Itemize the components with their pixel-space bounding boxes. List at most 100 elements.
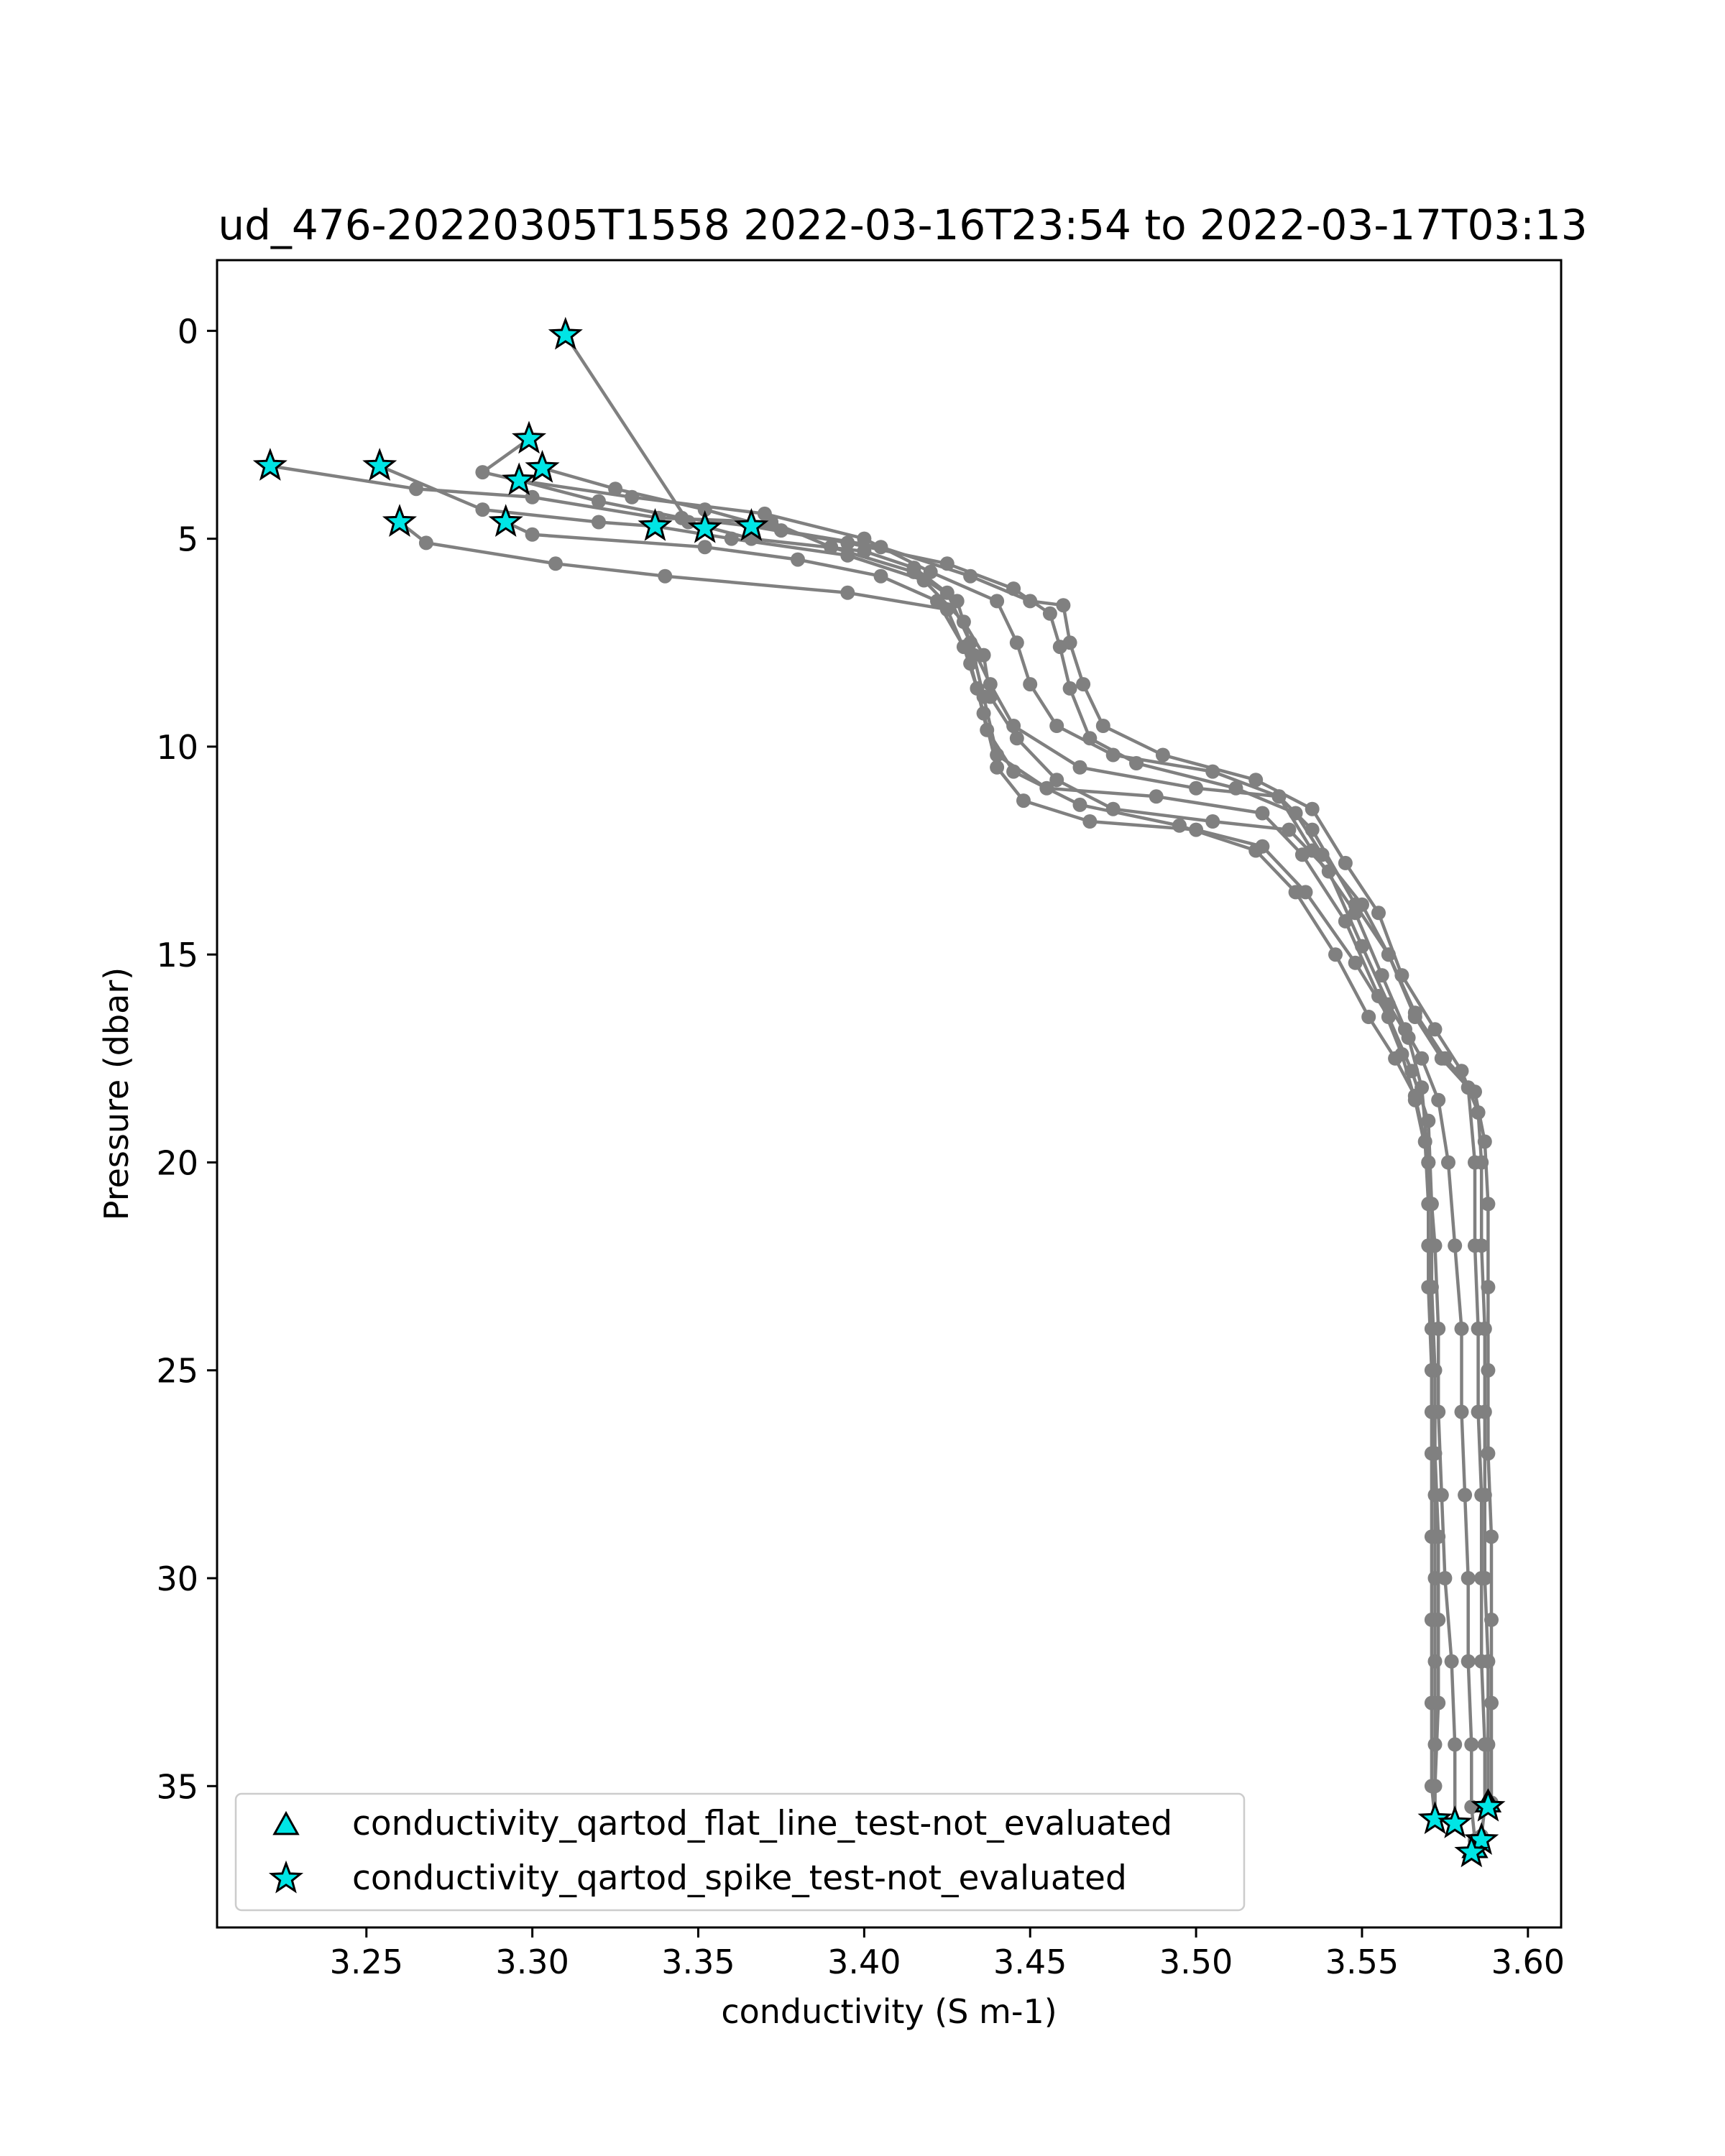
series-point <box>976 648 991 663</box>
series-point <box>525 527 540 542</box>
series-point <box>1421 1113 1436 1128</box>
series-point <box>1441 1155 1455 1170</box>
series-point <box>983 689 998 704</box>
series-point <box>990 760 1005 775</box>
spike-marker <box>525 450 560 483</box>
series-point <box>949 594 965 609</box>
series-point <box>1468 1084 1482 1100</box>
series-point <box>1484 1695 1499 1710</box>
spike-marker <box>734 508 769 541</box>
series-point <box>1444 1654 1459 1669</box>
legend-star-marker <box>268 1860 304 1894</box>
series-point <box>1477 1404 1492 1419</box>
series-point <box>1477 1321 1492 1336</box>
series-point <box>475 502 490 517</box>
series-point <box>1298 885 1313 900</box>
series-point <box>1484 1612 1499 1627</box>
series-point <box>1424 1529 1439 1544</box>
series-point <box>1052 640 1067 655</box>
series-point <box>1448 1737 1463 1752</box>
series-point <box>970 681 985 696</box>
plot-area <box>252 316 1506 1868</box>
legend-triangle-shape <box>272 1810 300 1835</box>
series-point <box>1438 1051 1453 1066</box>
x-tick-label: 3.50 <box>1159 1943 1233 1981</box>
series-point <box>1371 906 1386 921</box>
series-point <box>1481 1654 1496 1669</box>
series-point <box>1438 1571 1453 1585</box>
series-point <box>1404 1064 1420 1079</box>
series-point <box>1315 847 1330 862</box>
series-profile-8 <box>512 473 1499 1810</box>
series-point <box>1205 814 1220 829</box>
spike-marker <box>488 504 523 537</box>
y-tick-label: 35 <box>156 1767 198 1806</box>
series-point <box>1016 793 1031 808</box>
series-point <box>475 465 490 480</box>
series-point <box>990 594 1005 609</box>
chart-title: ud_476-20220305T1558 2022-03-16T23:54 to… <box>218 201 1587 249</box>
spike-marker <box>687 510 722 543</box>
series-point <box>1328 947 1343 962</box>
series-point <box>1248 843 1264 858</box>
series-point <box>1427 1022 1443 1037</box>
series-point <box>1401 1030 1416 1045</box>
series-point <box>1049 773 1064 788</box>
series-point <box>697 540 712 555</box>
y-tick-label: 15 <box>156 936 198 975</box>
legend-box <box>234 1792 1246 1912</box>
series-point <box>1129 756 1144 770</box>
series-point <box>1454 1321 1469 1336</box>
series-point <box>757 506 772 521</box>
y-tick-label: 25 <box>156 1352 198 1391</box>
y-tick-label: 30 <box>156 1560 198 1598</box>
y-tick-label: 0 <box>178 312 198 351</box>
y-tick-label: 10 <box>156 728 198 767</box>
series-point <box>1477 1134 1492 1149</box>
series-point <box>1421 1197 1436 1212</box>
spike-markers <box>252 316 1506 1868</box>
series-point <box>1355 897 1369 912</box>
series-point <box>1255 806 1270 821</box>
series-point <box>840 535 855 550</box>
series-point <box>1407 1088 1422 1103</box>
x-tick-label: 3.25 <box>330 1943 403 1981</box>
series-point <box>1023 677 1038 692</box>
series-point <box>1338 855 1353 870</box>
series-point <box>1424 1363 1439 1378</box>
series-point <box>1414 1051 1430 1066</box>
series-point <box>930 594 944 609</box>
spike-marker <box>252 448 288 481</box>
spike-marker <box>382 504 417 537</box>
series-point <box>608 482 623 497</box>
series-point <box>1464 1737 1479 1752</box>
series-point <box>824 540 839 555</box>
spike-marker <box>1464 1822 1499 1855</box>
series-point <box>1481 1280 1496 1294</box>
legend-triangle-marker <box>272 1810 300 1835</box>
series-point <box>1355 939 1369 954</box>
series-point <box>1082 731 1098 746</box>
series-point <box>1172 818 1187 833</box>
series-point <box>418 535 433 550</box>
plot-frame <box>216 259 1563 1929</box>
series-point <box>1294 847 1310 862</box>
series-point <box>1056 598 1071 613</box>
series-point <box>1189 780 1204 796</box>
series-point <box>1288 885 1303 900</box>
series-point <box>724 531 739 546</box>
series-point <box>1248 773 1264 788</box>
series-point <box>1305 801 1320 816</box>
series-point <box>1448 1238 1463 1253</box>
series-point <box>1042 606 1057 621</box>
y-tick-label: 20 <box>156 1143 198 1182</box>
series-point <box>1072 797 1087 812</box>
y-axis: 0 5 10 15 20 25 30 35 <box>156 312 217 1806</box>
spike-marker <box>638 508 673 541</box>
spike-marker <box>1454 1834 1489 1868</box>
legend-label-spike: conductivity_qartod_spike_test-not_evalu… <box>352 1858 1127 1898</box>
series-point <box>1481 1197 1496 1212</box>
series-point <box>674 510 689 525</box>
spike-marker <box>1417 1801 1453 1835</box>
series-point <box>1424 1779 1439 1794</box>
